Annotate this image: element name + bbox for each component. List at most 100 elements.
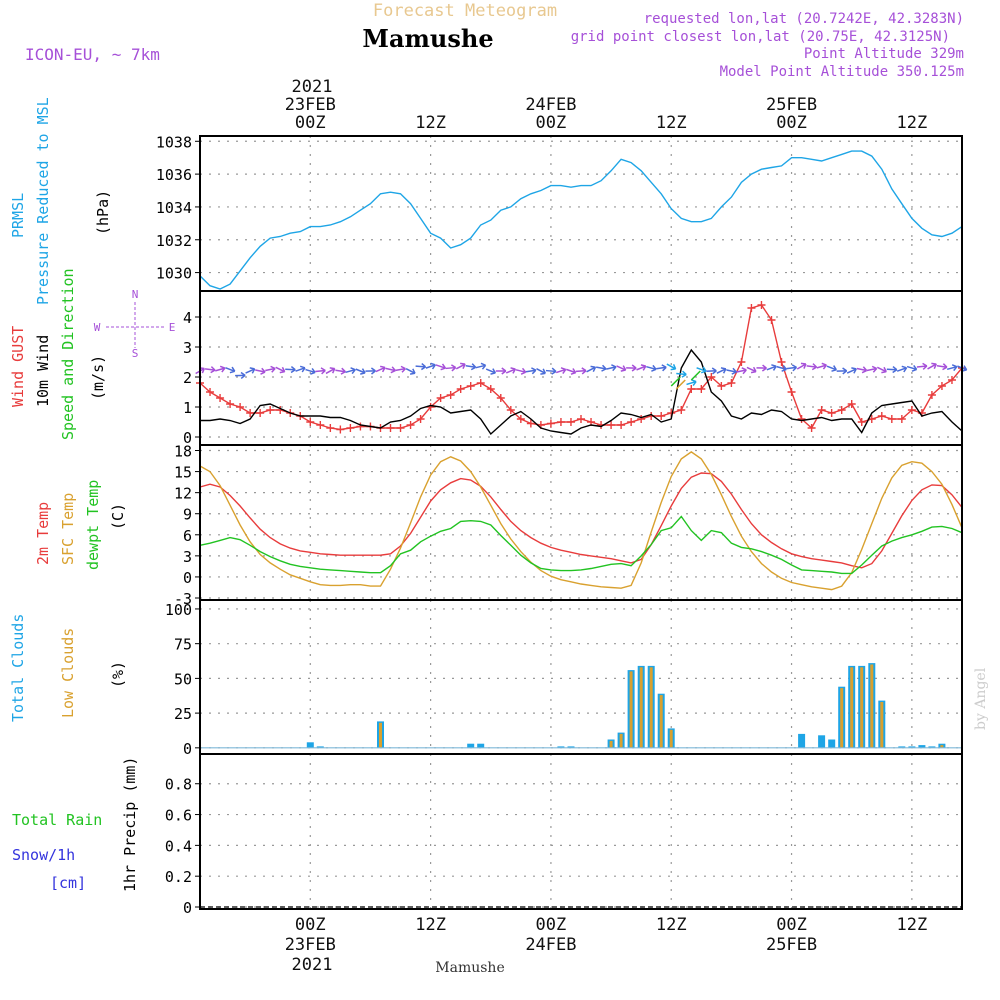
model-name: ICON-EU, ~ 7km xyxy=(25,45,160,64)
wind-direction-arrow xyxy=(204,366,216,374)
top-year: 2021 xyxy=(292,77,333,97)
gust-marker xyxy=(687,385,696,393)
label-total-clouds: Total Clouds xyxy=(9,614,27,722)
wind-direction-arrow xyxy=(525,367,537,375)
wind-direction-arrow xyxy=(575,367,587,375)
bar-total xyxy=(918,745,926,748)
wind-direction-arrow xyxy=(936,363,948,371)
wind-direction-arrow xyxy=(465,363,477,371)
gust-marker xyxy=(206,388,215,396)
gust-marker xyxy=(897,415,906,423)
wind-direction-arrow xyxy=(927,362,937,370)
wind-direction-arrow xyxy=(690,370,701,381)
top-tick-label: 12Z xyxy=(897,113,928,133)
gust-marker xyxy=(326,424,335,432)
gust-marker xyxy=(346,424,355,432)
gust-marker xyxy=(466,382,475,390)
label-pressure-msl: Pressure Reduced to MSL xyxy=(34,97,52,305)
wind-direction-arrow xyxy=(796,362,807,370)
bar-low xyxy=(669,729,673,748)
gust-marker xyxy=(336,425,345,434)
top-tick-label: 12Z xyxy=(415,113,446,133)
gust-marker xyxy=(627,418,636,426)
series-dewpt xyxy=(199,515,963,575)
cloud-labels: Total Clouds Low Clouds (%) xyxy=(9,614,127,722)
gust-marker xyxy=(216,394,225,402)
series-gust xyxy=(199,304,963,431)
wind-direction-arrow xyxy=(545,367,557,375)
wind-direction-arrow xyxy=(405,368,416,375)
wind-labels: Wind GUST 10m Wind Speed and Direction (… xyxy=(9,268,175,440)
compass-s: S xyxy=(132,347,139,360)
y-tick-label: 3 xyxy=(183,548,192,566)
compass-rose: N S W E xyxy=(94,288,176,360)
y-tick-label: 4 xyxy=(183,309,192,327)
wind-direction-arrow xyxy=(435,363,447,371)
gust-marker xyxy=(907,406,916,414)
wind-direction-arrow xyxy=(670,376,681,387)
gust-marker xyxy=(436,394,445,402)
wind-direction-arrow xyxy=(676,370,687,378)
gust-marker xyxy=(657,412,666,420)
wind-direction-arrow xyxy=(946,364,958,372)
gust-marker xyxy=(316,421,325,429)
panel-pressure: 1030 1032 1034 1036 1038 xyxy=(156,133,963,292)
wind-direction-arrow xyxy=(626,364,637,372)
label-dewpt-temp: dewpt Temp xyxy=(84,480,102,570)
bottom-date-label: 24FEB xyxy=(525,935,576,955)
label-cm: [cm] xyxy=(50,874,86,892)
location-title: Mamushe xyxy=(362,24,493,53)
gust-marker xyxy=(356,422,365,431)
wind-direction-arrow xyxy=(666,363,677,371)
gust-marker xyxy=(506,406,515,414)
gust-marker xyxy=(546,419,555,428)
pressure-labels: PRMSL Pressure Reduced to MSL (hPa) xyxy=(9,97,112,305)
gust-marker xyxy=(927,391,936,399)
compass-e: E xyxy=(169,321,176,334)
panel-frame xyxy=(199,753,963,910)
bar-total xyxy=(898,746,906,748)
wind-direction-arrow xyxy=(445,364,457,372)
bar-total xyxy=(908,746,916,748)
wind-direction-arrow xyxy=(786,364,798,372)
wind-direction-arrow xyxy=(606,364,617,372)
wind-direction-arrow xyxy=(315,367,326,375)
bar-low xyxy=(870,664,874,748)
gust-marker xyxy=(747,304,756,312)
wind-direction-arrow xyxy=(595,364,607,372)
y-tick-label: 50 xyxy=(174,670,192,688)
wind-direction-arrow xyxy=(886,365,898,374)
bar-total xyxy=(928,746,936,748)
wind-direction-arrow xyxy=(225,366,236,374)
bottom-tick-label: 00Z xyxy=(536,915,567,935)
y-tick-label: 0 xyxy=(183,899,192,917)
bar-low xyxy=(649,667,653,748)
label-snow: Snow/1h xyxy=(12,846,75,864)
panel-temperature: -3 0 3 6 9 12 15 18 xyxy=(174,443,963,608)
wind-direction-arrow xyxy=(656,364,667,372)
forecast-title: Forecast Meteogram xyxy=(373,1,557,21)
gust-marker xyxy=(566,418,575,426)
y-tick-label: 25 xyxy=(174,705,192,723)
gust-marker xyxy=(617,421,626,429)
panels: 1030103210341036103801234-30369121518025… xyxy=(156,133,968,917)
wind-direction-arrow xyxy=(275,366,286,374)
wind-direction-arrow xyxy=(906,364,918,372)
gust-marker xyxy=(556,418,565,426)
wind-direction-arrow xyxy=(335,367,346,375)
wind-direction-arrow xyxy=(375,365,386,373)
y-tick-label: -3 xyxy=(174,590,192,608)
gust-marker xyxy=(496,394,505,402)
y-tick-label: 1032 xyxy=(156,232,192,250)
wind-direction-arrow xyxy=(255,367,266,375)
wind-direction-arrow xyxy=(766,364,777,371)
footer-location: Mamushe xyxy=(435,960,504,976)
bar-total xyxy=(567,746,575,748)
wind-direction-arrow xyxy=(636,364,647,371)
gust-marker xyxy=(526,419,535,428)
gust-marker xyxy=(947,376,956,384)
wind-direction-arrow xyxy=(876,366,887,374)
y-tick-label: 0 xyxy=(183,740,192,758)
wind-direction-arrow xyxy=(816,362,828,370)
